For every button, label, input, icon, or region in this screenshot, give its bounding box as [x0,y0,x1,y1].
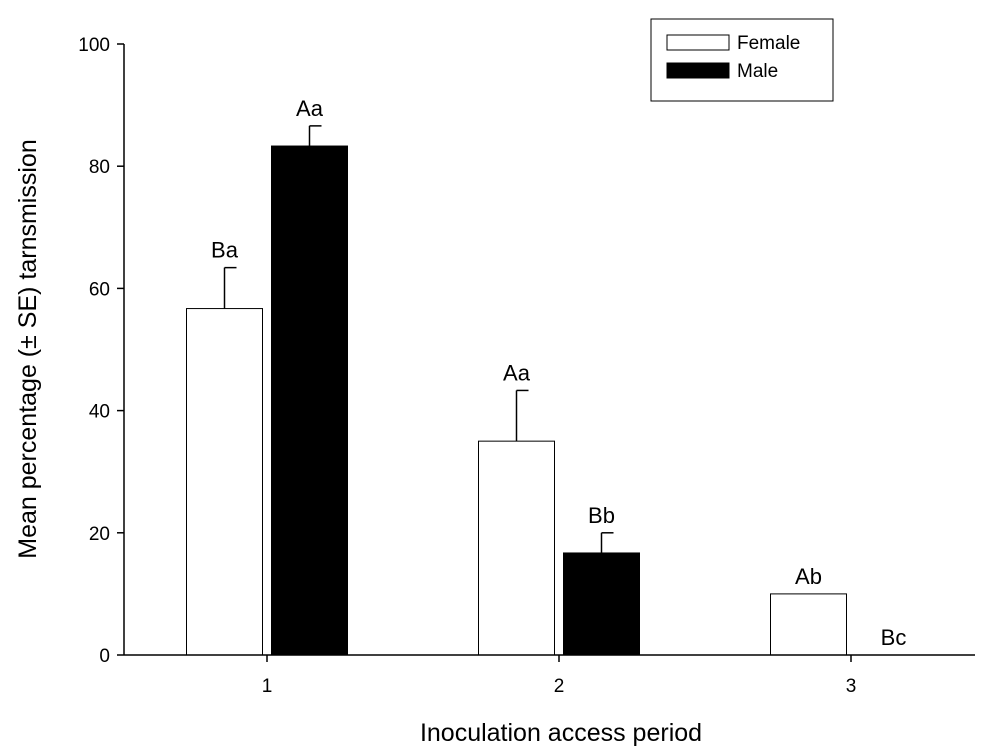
bar-female-2 [478,440,555,656]
legend-swatch-male [666,62,730,79]
y-tick-label: 80 [89,157,110,178]
y-axis-title: Mean percentage (± SE) tarnsmission [14,139,42,558]
data-label-male-1: Aa [296,96,324,121]
bar-male-1 [271,145,348,656]
error-bar-female-1 [223,266,237,309]
y-tick-label: 60 [89,279,110,300]
y-tick-label: 100 [78,35,110,56]
bar-male-2 [563,552,640,656]
legend-swatch-female [666,34,730,51]
legend-label-female: Female [737,33,800,54]
axes-layer: 0 20 40 60 80 100 1 2 3 [78,35,975,697]
legend-box [650,18,834,102]
legend-label-male: Male [737,61,778,82]
error-bar-male-2 [600,532,614,553]
error-bar-male-1 [308,125,322,147]
data-label-male-3: Bc [881,625,907,650]
y-tick-label: 0 [99,646,110,667]
x-tick-label: 3 [846,676,857,697]
x-axis-title: Inoculation access period [420,719,702,747]
bars-layer: Ba Aa Ab Aa Bb Bc [186,96,907,656]
legend: Female Male [650,18,834,102]
data-label-female-3: Ab [795,564,822,589]
bar-female-1 [186,308,263,656]
y-tick-label: 20 [89,524,110,545]
bar-female-3 [770,593,847,656]
y-tick-label: 40 [89,402,110,423]
x-tick-label: 2 [554,676,565,697]
data-label-male-2: Bb [588,503,615,528]
x-tick-label: 1 [262,676,273,697]
data-label-female-1: Ba [211,238,239,263]
data-label-female-2: Aa [503,360,531,385]
error-bar-female-2 [515,389,529,442]
